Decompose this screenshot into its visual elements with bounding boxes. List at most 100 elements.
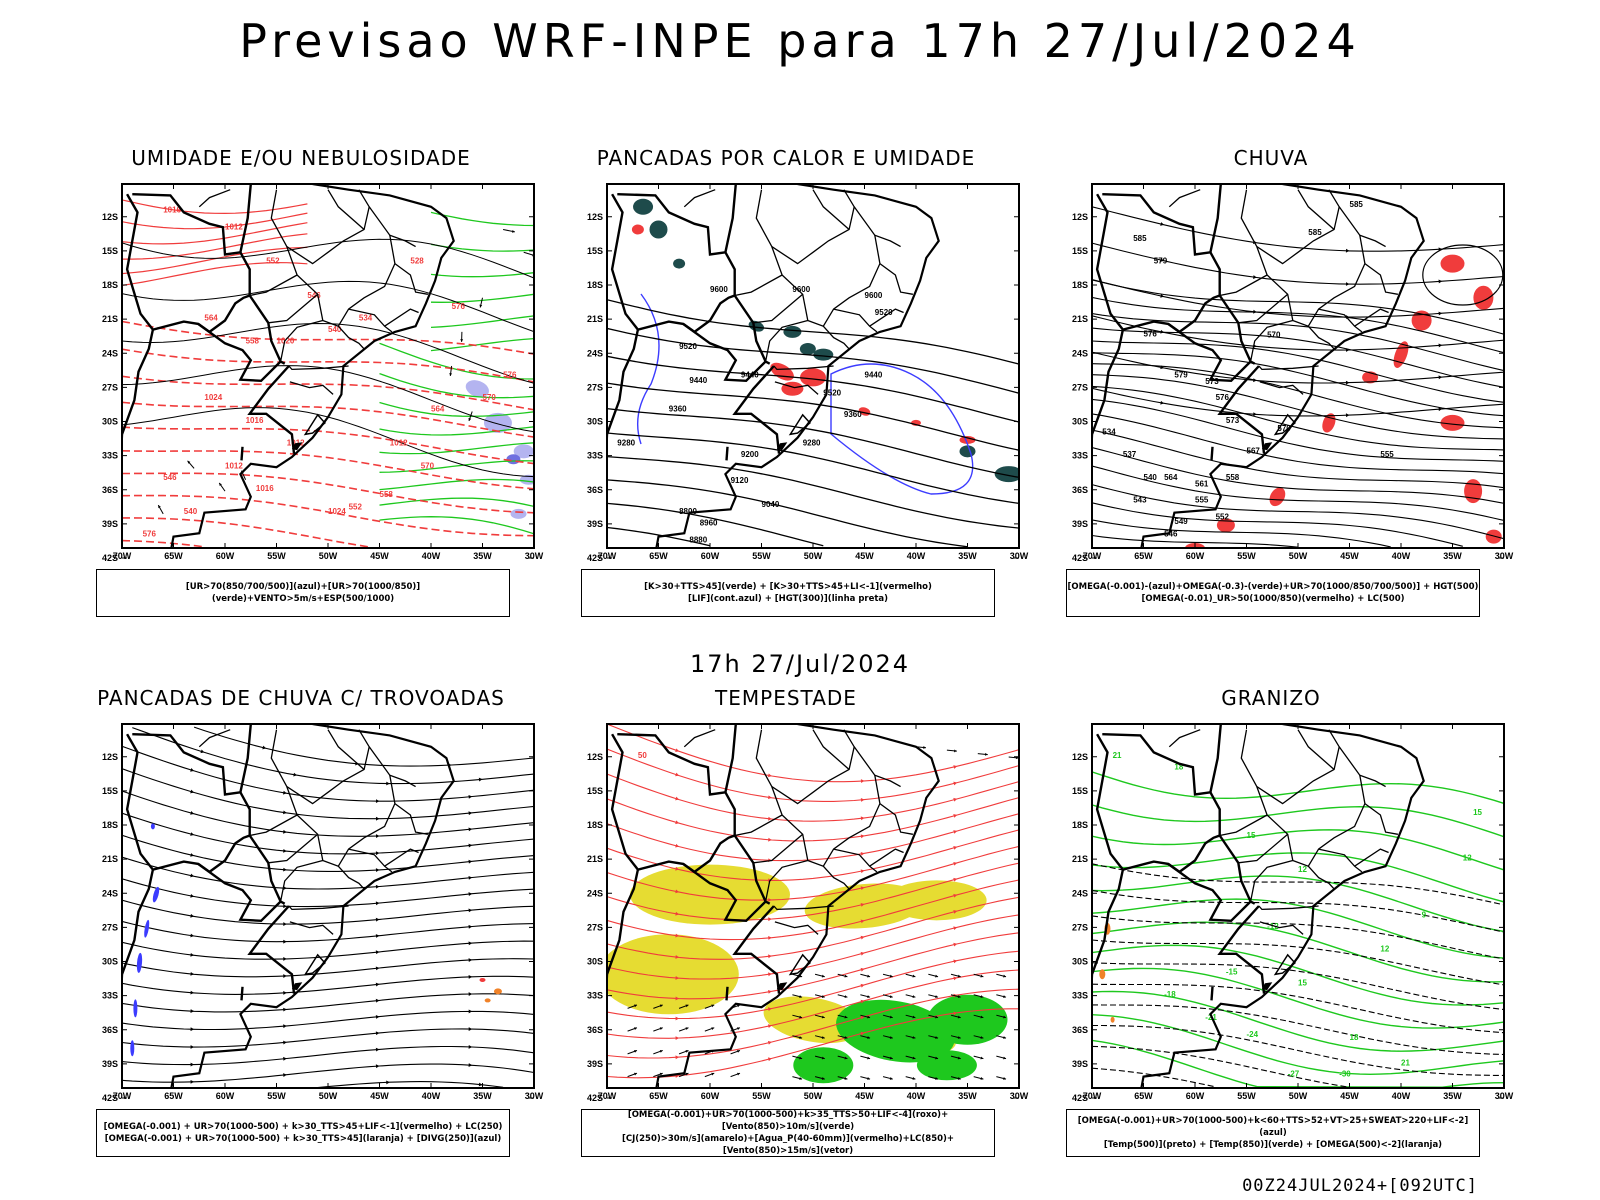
wind-vector-head (685, 1072, 689, 1076)
wind-vector-head (659, 1004, 663, 1008)
contour-line (122, 450, 534, 490)
lon-label: 55W (267, 551, 286, 561)
contour-label: 543 (1133, 496, 1147, 505)
streamline-arrow (860, 903, 865, 907)
state-border (268, 833, 319, 864)
lat-label: 42S (587, 1093, 603, 1103)
streamline-arrow (860, 935, 865, 940)
streamline-arrow (953, 830, 958, 834)
streamline (317, 1081, 504, 1088)
streamline-arrow (768, 917, 772, 922)
contour-label: 1024 (204, 393, 222, 402)
panel-title: CHUVA (1233, 146, 1309, 170)
streamline-arrow (675, 889, 680, 894)
lat-label: 39S (1072, 1059, 1088, 1069)
contour-line (1092, 1045, 1350, 1088)
state-border (771, 235, 881, 327)
contour-label: 540 (328, 325, 342, 334)
humidity-shade (506, 454, 521, 465)
contour-line (1092, 1004, 1504, 1056)
streamline (122, 790, 534, 837)
lon-label: 55W (752, 551, 771, 561)
streamline-arrow (768, 795, 772, 800)
wind-vector-head (980, 1036, 984, 1039)
streamline-arrow (768, 898, 772, 902)
contour-label: 21 (1401, 1058, 1410, 1067)
wind-vector-head (984, 752, 988, 756)
lon-label: 70W (113, 1091, 132, 1101)
country-border (132, 184, 252, 256)
lon-label: 60W (216, 1091, 235, 1101)
contour-label: 9600 (865, 291, 883, 300)
streamline-arrow (190, 933, 195, 938)
wind-vector-head (867, 1056, 871, 1060)
country-border (617, 184, 737, 256)
streamline-arrow (468, 1063, 473, 1068)
streamline-arrow (1160, 294, 1165, 298)
country-border (732, 905, 781, 994)
wind-vector-head (889, 1056, 893, 1060)
streamline-arrow (468, 892, 473, 897)
lat-label: 12S (1072, 752, 1088, 762)
legend: [OMEGA(-0.001)+UR>70(1000-500)+k<60+TTS>… (1066, 1109, 1480, 1157)
rain-shade (1269, 487, 1286, 507)
wind-vector-head (935, 995, 939, 998)
streamline-arrow (1345, 380, 1350, 385)
lat-label: 42S (102, 553, 118, 563)
lon-label: 40W (422, 1091, 441, 1101)
country-border (1095, 193, 1252, 383)
contour-line (379, 516, 534, 535)
state-border (1354, 308, 1389, 327)
streamline-arrow (953, 861, 958, 866)
streamline-arrow (190, 789, 195, 794)
state-border (337, 325, 365, 350)
streamline-arrow (767, 1024, 772, 1028)
streamline-arrow (768, 936, 772, 940)
lat-label: 27S (1072, 922, 1088, 932)
streamline (607, 829, 1019, 881)
rain-shade (1440, 414, 1465, 431)
contour-label: 1016 (256, 484, 274, 493)
lat-label: 21S (587, 854, 603, 864)
streamline-arrow (283, 1007, 287, 1012)
lon-label: 40W (1392, 551, 1411, 561)
contour-line (1092, 313, 1504, 372)
country-border (247, 365, 296, 454)
streamline (122, 975, 534, 995)
state-border (289, 381, 334, 395)
contour-line (607, 382, 1019, 451)
wind-vector-head (711, 1027, 715, 1030)
lon-label: 65W (649, 551, 668, 561)
lon-label: 30W (1495, 551, 1514, 561)
lat-label: 18S (587, 820, 603, 830)
state-border (198, 189, 231, 208)
state-border (773, 905, 834, 911)
lat-label: 21S (1072, 854, 1088, 864)
lat-label: 36S (587, 485, 603, 495)
state-border (853, 206, 901, 248)
wind-vector-head (912, 1036, 916, 1039)
state-border (833, 848, 878, 873)
state-border (1259, 921, 1304, 935)
wind-vector-head (912, 995, 916, 998)
wind-vector-head (659, 1072, 663, 1076)
lat-label: 30S (102, 957, 118, 967)
streamline-arrow (1253, 412, 1257, 417)
contour-line (1092, 898, 1504, 959)
legend-line: [K>30+TTS>45](verde) + [K>30+TTS>45+LI<-… (644, 582, 932, 592)
streamline-arrow (468, 811, 473, 816)
legend: [OMEGA(-0.001)+UR>70(1000-500)+k>35_TTS>… (581, 1109, 995, 1157)
streamline-arrow (1438, 311, 1443, 316)
contour-label: 570 (483, 393, 497, 402)
contour-label: 1012 (225, 461, 243, 470)
lat-label: 27S (587, 382, 603, 392)
state-border (1256, 775, 1366, 867)
state-border (879, 263, 914, 295)
state-border (1354, 848, 1389, 867)
contour-line (1092, 340, 1504, 403)
contour-line (122, 233, 308, 260)
contour-line (1092, 352, 1504, 417)
streamline (122, 1010, 534, 1031)
contour-label: 9 (1422, 910, 1427, 919)
